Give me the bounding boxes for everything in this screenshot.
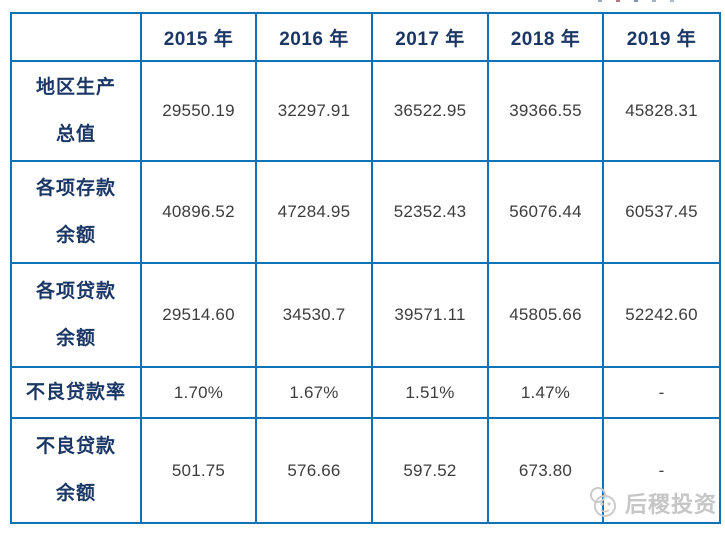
cell-value: 60537.45 bbox=[602, 160, 721, 264]
cell-value: 47284.95 bbox=[255, 160, 373, 264]
cell-value: 34530.7 bbox=[255, 262, 373, 368]
clipped-text-fragments bbox=[598, 0, 710, 3]
cell-value: 39571.11 bbox=[371, 262, 489, 368]
cell-value: 45828.31 bbox=[602, 60, 721, 162]
column-header-2015: 2015 年 bbox=[140, 12, 257, 62]
financial-data-table: 2015 年 2016 年 2017 年 2018 年 2019 年 地区生产 … bbox=[10, 12, 721, 524]
cell-value: 1.47% bbox=[487, 366, 604, 419]
row-label-line: 余额 bbox=[55, 483, 96, 504]
clipped-text-fragment bbox=[652, 0, 656, 2]
table-row-npl-ratio: 不良贷款率 1.70% 1.67% 1.51% 1.47% - bbox=[10, 366, 721, 419]
watermark-text: 后稷投资 bbox=[625, 492, 718, 517]
cell-value: - bbox=[602, 366, 721, 419]
clipped-text-fragment bbox=[598, 0, 602, 2]
cell-value: 501.75 bbox=[140, 417, 257, 524]
column-header-2019: 2019 年 bbox=[602, 12, 721, 62]
table-header-row: 2015 年 2016 年 2017 年 2018 年 2019 年 bbox=[10, 12, 721, 62]
row-label-line: 不良贷款率 bbox=[25, 381, 126, 403]
cell-value: 597.52 bbox=[371, 417, 489, 524]
column-header-2017: 2017 年 bbox=[371, 12, 489, 62]
row-label-line: 余额 bbox=[55, 224, 96, 246]
cell-value: 52352.43 bbox=[371, 160, 489, 264]
row-label-line: 各项存款 bbox=[35, 177, 116, 199]
houji-logo-icon bbox=[590, 487, 616, 517]
cell-value: 673.80 bbox=[487, 417, 604, 524]
cell-value: 40896.52 bbox=[140, 160, 257, 264]
row-label-gdp: 地区生产 总值 bbox=[10, 60, 142, 162]
column-header-2016: 2016 年 bbox=[255, 12, 373, 62]
row-label-line: 不良贷款 bbox=[35, 436, 116, 457]
cell-value: 56076.44 bbox=[487, 160, 604, 264]
row-label-deposits: 各项存款 余额 bbox=[10, 160, 142, 264]
column-header-2018: 2018 年 bbox=[487, 12, 604, 62]
cell-value: 576.66 bbox=[255, 417, 373, 524]
table-row-gdp: 地区生产 总值 29550.19 32297.91 36522.95 39366… bbox=[10, 60, 721, 162]
watermark: 后稷投资 bbox=[586, 484, 722, 522]
cell-value: - bbox=[602, 417, 721, 524]
clipped-text-fragment bbox=[616, 0, 620, 2]
row-label-line: 地区生产 bbox=[35, 76, 116, 98]
cell-value: 52242.60 bbox=[602, 262, 721, 368]
row-label-line: 各项贷款 bbox=[35, 280, 116, 302]
clipped-text-fragment bbox=[670, 0, 674, 2]
row-label-loans: 各项贷款 余额 bbox=[10, 262, 142, 368]
cell-value: 39366.55 bbox=[487, 60, 604, 162]
clipped-text-fragment bbox=[634, 0, 638, 2]
table-row-npl-balance: 不良贷款 余额 501.75 576.66 597.52 673.80 - bbox=[10, 417, 721, 524]
row-label-npl-balance: 不良贷款 余额 bbox=[10, 417, 142, 524]
cell-value: 1.70% bbox=[140, 366, 257, 419]
row-label-line: 余额 bbox=[55, 327, 96, 349]
corner-cell bbox=[10, 12, 142, 62]
cell-value: 1.51% bbox=[371, 366, 489, 419]
row-label-npl-ratio: 不良贷款率 bbox=[10, 366, 142, 419]
cell-value: 32297.91 bbox=[255, 60, 373, 162]
row-label-line: 总值 bbox=[55, 123, 96, 145]
cell-value: 29514.60 bbox=[140, 262, 257, 368]
cell-value: 36522.95 bbox=[371, 60, 489, 162]
cell-value: 1.67% bbox=[255, 366, 373, 419]
table-row-deposits: 各项存款 余额 40896.52 47284.95 52352.43 56076… bbox=[10, 160, 721, 264]
cell-value: 29550.19 bbox=[140, 60, 257, 162]
cell-value: 45805.66 bbox=[487, 262, 604, 368]
table-row-loans: 各项贷款 余额 29514.60 34530.7 39571.11 45805.… bbox=[10, 262, 721, 368]
